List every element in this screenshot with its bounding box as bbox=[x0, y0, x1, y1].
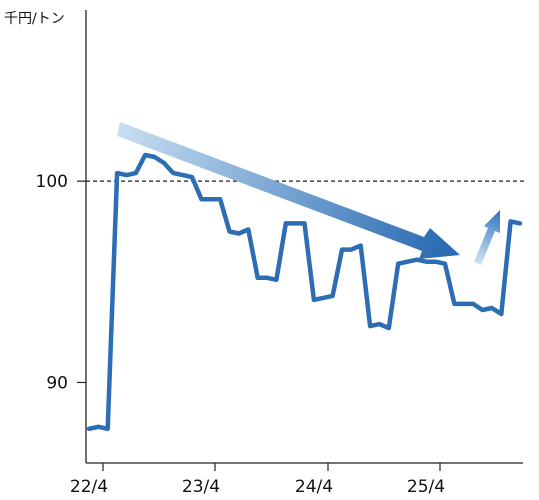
data-point bbox=[350, 248, 353, 251]
data-point bbox=[88, 427, 90, 430]
data-point bbox=[256, 276, 259, 279]
axes bbox=[77, 10, 523, 471]
data-point bbox=[472, 303, 474, 305]
data-point bbox=[106, 427, 109, 430]
data-point bbox=[294, 222, 296, 225]
upward-trend-arrow bbox=[474, 210, 500, 265]
data-point bbox=[172, 172, 175, 174]
data-point bbox=[434, 260, 437, 263]
data-point bbox=[453, 303, 456, 305]
data-point bbox=[481, 309, 484, 311]
data-point bbox=[210, 198, 212, 201]
data-point bbox=[359, 244, 362, 247]
data-point bbox=[275, 278, 278, 281]
data-point bbox=[416, 258, 418, 261]
data-point bbox=[153, 156, 156, 158]
data-point bbox=[181, 174, 184, 176]
tick-labels: 100 90 22/4 23/4 24/4 25/4 bbox=[36, 172, 446, 497]
data-point bbox=[228, 230, 231, 233]
data-point bbox=[444, 262, 446, 265]
data-point bbox=[125, 174, 128, 176]
downward-trend-arrow bbox=[117, 122, 460, 259]
data-point bbox=[378, 323, 381, 325]
data-point bbox=[425, 260, 428, 263]
data-point bbox=[369, 325, 371, 327]
data-point bbox=[388, 327, 390, 329]
data-point bbox=[491, 307, 493, 309]
y-axis-unit-label: 千円/トン bbox=[4, 11, 65, 27]
data-point bbox=[200, 198, 203, 201]
data-point bbox=[97, 425, 100, 428]
data-point bbox=[163, 162, 165, 164]
trend-arrows bbox=[117, 122, 500, 265]
data-point bbox=[116, 172, 118, 174]
data-point bbox=[331, 295, 334, 297]
data-point bbox=[500, 313, 503, 315]
x-tick-label: 24/4 bbox=[295, 477, 333, 497]
data-point bbox=[266, 276, 268, 279]
x-tick-label: 25/4 bbox=[407, 477, 445, 497]
data-point bbox=[247, 228, 250, 231]
data-point bbox=[519, 222, 521, 225]
x-tick-label: 22/4 bbox=[70, 477, 108, 497]
data-point bbox=[322, 297, 325, 299]
data-point bbox=[219, 198, 221, 201]
data-point bbox=[313, 299, 315, 301]
series-layer bbox=[86, 152, 523, 432]
data-point bbox=[406, 260, 409, 263]
data-point bbox=[303, 222, 306, 225]
x-tick-label: 23/4 bbox=[182, 477, 220, 497]
y-tick-label: 100 bbox=[36, 172, 68, 192]
data-point bbox=[144, 154, 147, 156]
data-point bbox=[341, 248, 343, 251]
data-point bbox=[284, 222, 287, 225]
data-point bbox=[462, 303, 465, 305]
data-point bbox=[397, 262, 399, 265]
data-point bbox=[509, 220, 512, 223]
data-point bbox=[191, 176, 193, 178]
data-point bbox=[238, 232, 240, 235]
y-tick-label: 90 bbox=[46, 373, 68, 393]
data-point bbox=[135, 172, 137, 174]
